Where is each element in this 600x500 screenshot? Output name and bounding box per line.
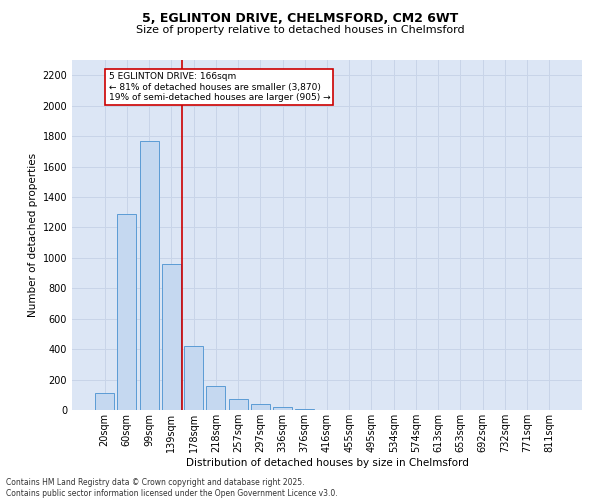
- Bar: [184, 346, 203, 410]
- Bar: [140, 142, 158, 410]
- Bar: [206, 386, 225, 410]
- Bar: [229, 400, 248, 410]
- Bar: [295, 409, 314, 410]
- Bar: [95, 394, 114, 410]
- Bar: [251, 404, 270, 410]
- Y-axis label: Number of detached properties: Number of detached properties: [28, 153, 38, 317]
- Text: Size of property relative to detached houses in Chelmsford: Size of property relative to detached ho…: [136, 25, 464, 35]
- X-axis label: Distribution of detached houses by size in Chelmsford: Distribution of detached houses by size …: [185, 458, 469, 468]
- Bar: [118, 214, 136, 410]
- Text: 5 EGLINTON DRIVE: 166sqm
← 81% of detached houses are smaller (3,870)
19% of sem: 5 EGLINTON DRIVE: 166sqm ← 81% of detach…: [109, 72, 330, 102]
- Text: Contains HM Land Registry data © Crown copyright and database right 2025.
Contai: Contains HM Land Registry data © Crown c…: [6, 478, 338, 498]
- Bar: [162, 264, 181, 410]
- Text: 5, EGLINTON DRIVE, CHELMSFORD, CM2 6WT: 5, EGLINTON DRIVE, CHELMSFORD, CM2 6WT: [142, 12, 458, 26]
- Bar: [273, 407, 292, 410]
